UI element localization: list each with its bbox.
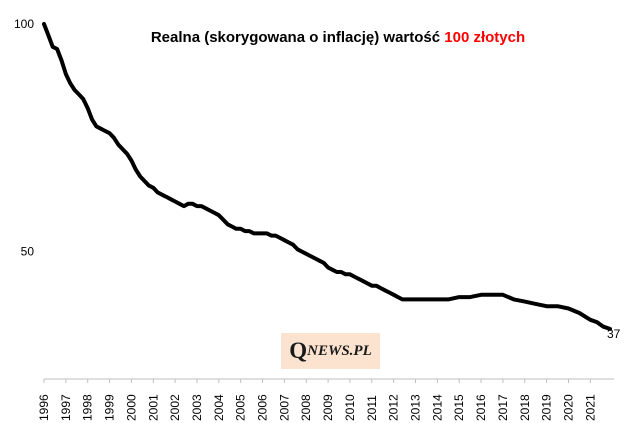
x-tick-label: 2015 bbox=[452, 394, 466, 421]
x-tick-label: 2002 bbox=[168, 394, 182, 421]
qnews-logo: Q NEWS.PL bbox=[281, 333, 380, 369]
x-tick-label: 2012 bbox=[387, 394, 401, 421]
y-tick-label: 100 bbox=[14, 17, 34, 31]
chart-title-highlight: 100 złotych bbox=[444, 29, 525, 46]
logo-text: NEWS.PL bbox=[307, 342, 372, 359]
x-tick-label: 2016 bbox=[474, 394, 488, 421]
x-tick-label: 2017 bbox=[496, 394, 510, 421]
x-tick-label: 2004 bbox=[212, 394, 226, 421]
x-axis-ticks: 1996 1997 1998 1999 2000 2001 2002 2003 2004 2005… bbox=[37, 379, 597, 421]
x-tick-label: 2005 bbox=[234, 394, 248, 421]
x-tick-label: 2008 bbox=[299, 394, 313, 421]
x-tick-label: 2010 bbox=[343, 394, 357, 421]
x-tick-label: 2000 bbox=[124, 394, 138, 421]
x-tick-label: 2006 bbox=[256, 394, 270, 421]
x-tick-label: 2021 bbox=[583, 394, 597, 421]
x-tick-label: 2011 bbox=[365, 395, 379, 421]
series-line bbox=[42, 22, 612, 331]
x-tick-label: 1998 bbox=[81, 394, 95, 421]
x-tick-label: 2001 bbox=[146, 394, 160, 421]
x-tick-label: 1997 bbox=[59, 394, 73, 421]
x-tick-label: 2013 bbox=[409, 394, 423, 421]
x-tick-label: 2020 bbox=[561, 394, 575, 421]
x-tick-label: 1996 bbox=[37, 394, 51, 421]
x-tick-label: 2014 bbox=[430, 394, 444, 421]
logo-letter: Q bbox=[289, 338, 308, 363]
x-tick-label: 2003 bbox=[190, 394, 204, 421]
x-tick-label: 2018 bbox=[518, 394, 532, 421]
end-value-label: 37 bbox=[607, 327, 621, 341]
x-tick-label: 2007 bbox=[277, 394, 291, 421]
chart-title: Realna (skorygowana o inflację) wartość … bbox=[151, 29, 525, 46]
y-tick-label: 50 bbox=[21, 245, 35, 259]
x-tick-label: 2019 bbox=[540, 394, 554, 421]
y-axis-ticks: 100 50 bbox=[14, 17, 34, 259]
chart-title-main: Realna (skorygowana o inflację) wartość bbox=[151, 29, 444, 46]
x-tick-label: 2009 bbox=[321, 394, 335, 421]
x-tick-label: 1999 bbox=[103, 394, 117, 421]
